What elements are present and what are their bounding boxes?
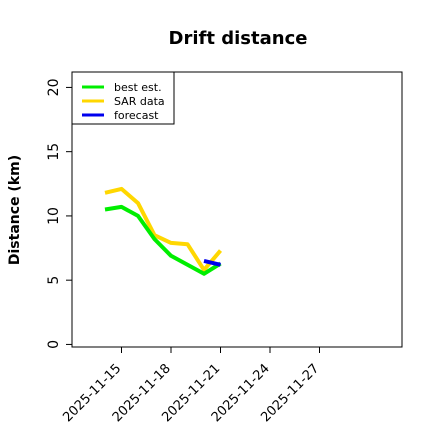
y-tick-label: 20: [46, 79, 62, 97]
y-tick-label: 10: [46, 207, 62, 225]
legend: best est. SAR data forecast: [71, 71, 175, 125]
legend-label-sar-data: SAR data: [114, 95, 165, 108]
y-tick-label: 15: [46, 143, 62, 161]
chart-title: Drift distance: [169, 28, 308, 49]
plot-area-frame: [71, 71, 403, 348]
series-layer: [104, 186, 223, 276]
y-axis: 0 5 10 15 20: [46, 79, 72, 349]
y-axis-label: Distance (km): [7, 155, 23, 265]
y-tick-label: 0: [46, 340, 62, 349]
series-line-sar-data: [104, 186, 223, 272]
x-axis: 2025-11-152025-11-182025-11-212025-11-24…: [60, 347, 322, 425]
y-tick-label: 5: [46, 276, 62, 285]
legend-label-best-est: best est.: [114, 81, 162, 94]
legend-label-forecast: forecast: [114, 109, 159, 122]
series-line-forecast: [203, 258, 221, 267]
series-line-best-est: [104, 204, 222, 276]
